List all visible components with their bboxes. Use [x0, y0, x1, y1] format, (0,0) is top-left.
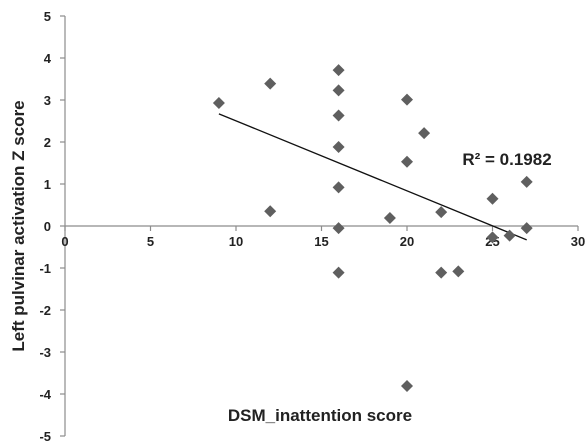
x-tick-label: 5	[147, 234, 154, 249]
data-point	[264, 77, 277, 90]
y-tick-label: 2	[44, 135, 51, 150]
y-tick-label: -5	[39, 429, 51, 441]
y-axis-title: Left pulvinar activation Z score	[9, 100, 28, 351]
y-tick-label: 1	[44, 177, 51, 192]
y-tick-label: 0	[44, 219, 51, 234]
data-point	[486, 192, 499, 205]
data-point	[383, 212, 396, 225]
data-point	[418, 127, 431, 140]
data-point	[435, 266, 448, 279]
y-tick-label: 5	[44, 9, 51, 24]
trendline-group	[218, 113, 527, 241]
y-tick-label: -3	[39, 345, 51, 360]
data-point	[332, 266, 345, 279]
data-point	[435, 206, 448, 219]
x-axis-title: DSM_inattention score	[228, 406, 412, 425]
data-point	[401, 380, 413, 393]
data-point	[212, 96, 225, 109]
data-point	[452, 265, 465, 278]
data-point	[332, 64, 345, 77]
data-point	[520, 222, 533, 235]
data-point	[332, 84, 345, 97]
x-tick-label: 10	[229, 234, 243, 249]
data-points	[212, 64, 533, 393]
y-tick-label: -1	[39, 261, 51, 276]
r-squared-annotation: R² = 0.1982	[462, 150, 551, 169]
y-tick-label: 4	[44, 51, 52, 66]
axes	[60, 15, 579, 437]
x-tick-label: 15	[314, 234, 328, 249]
data-point	[401, 155, 413, 168]
data-point	[332, 141, 345, 154]
data-point	[332, 181, 345, 194]
y-tick-label: -4	[39, 387, 51, 402]
data-point	[332, 222, 345, 235]
data-point	[520, 175, 533, 188]
data-point	[401, 93, 413, 106]
y-tick-label: -2	[39, 303, 51, 318]
y-tick-label: 3	[44, 93, 51, 108]
x-tick-label: 30	[571, 234, 585, 249]
trendline	[218, 113, 527, 241]
x-tick-label: 0	[61, 234, 68, 249]
x-tick-label: 20	[400, 234, 414, 249]
data-point	[503, 229, 516, 242]
data-point	[264, 205, 277, 218]
data-point	[332, 109, 345, 122]
data-point	[486, 231, 499, 244]
